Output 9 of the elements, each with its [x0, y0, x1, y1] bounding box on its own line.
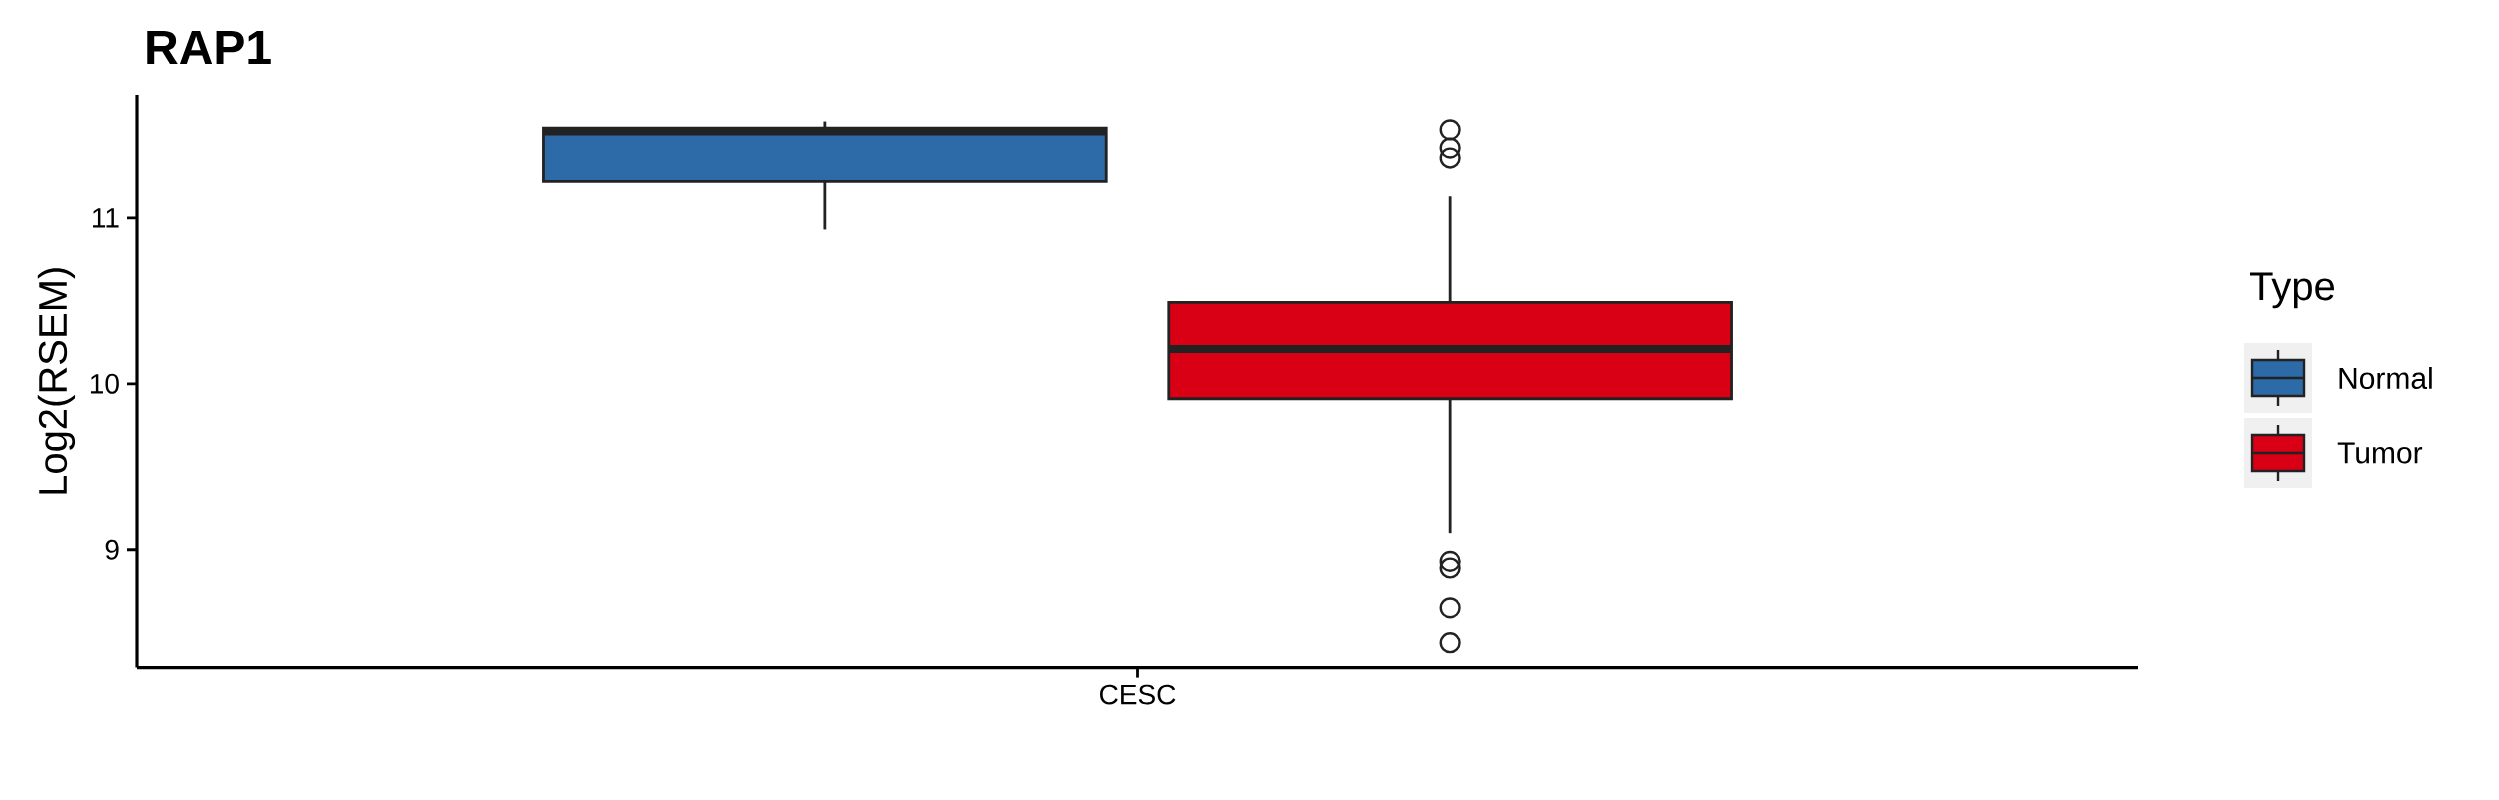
legend-title: Type	[2250, 272, 2335, 309]
x-tick-label: CESC	[1100, 684, 1176, 705]
y-tick-label: 9	[105, 539, 119, 560]
chart-title: RAP1	[147, 30, 271, 64]
legend-label: Normal	[2339, 366, 2432, 389]
y-tick-label: 10	[90, 373, 119, 394]
y-tick-label: 11	[93, 208, 119, 228]
y-axis-title: Log2(RSEM)	[37, 268, 76, 494]
legend-label: Tumor	[2337, 442, 2423, 464]
